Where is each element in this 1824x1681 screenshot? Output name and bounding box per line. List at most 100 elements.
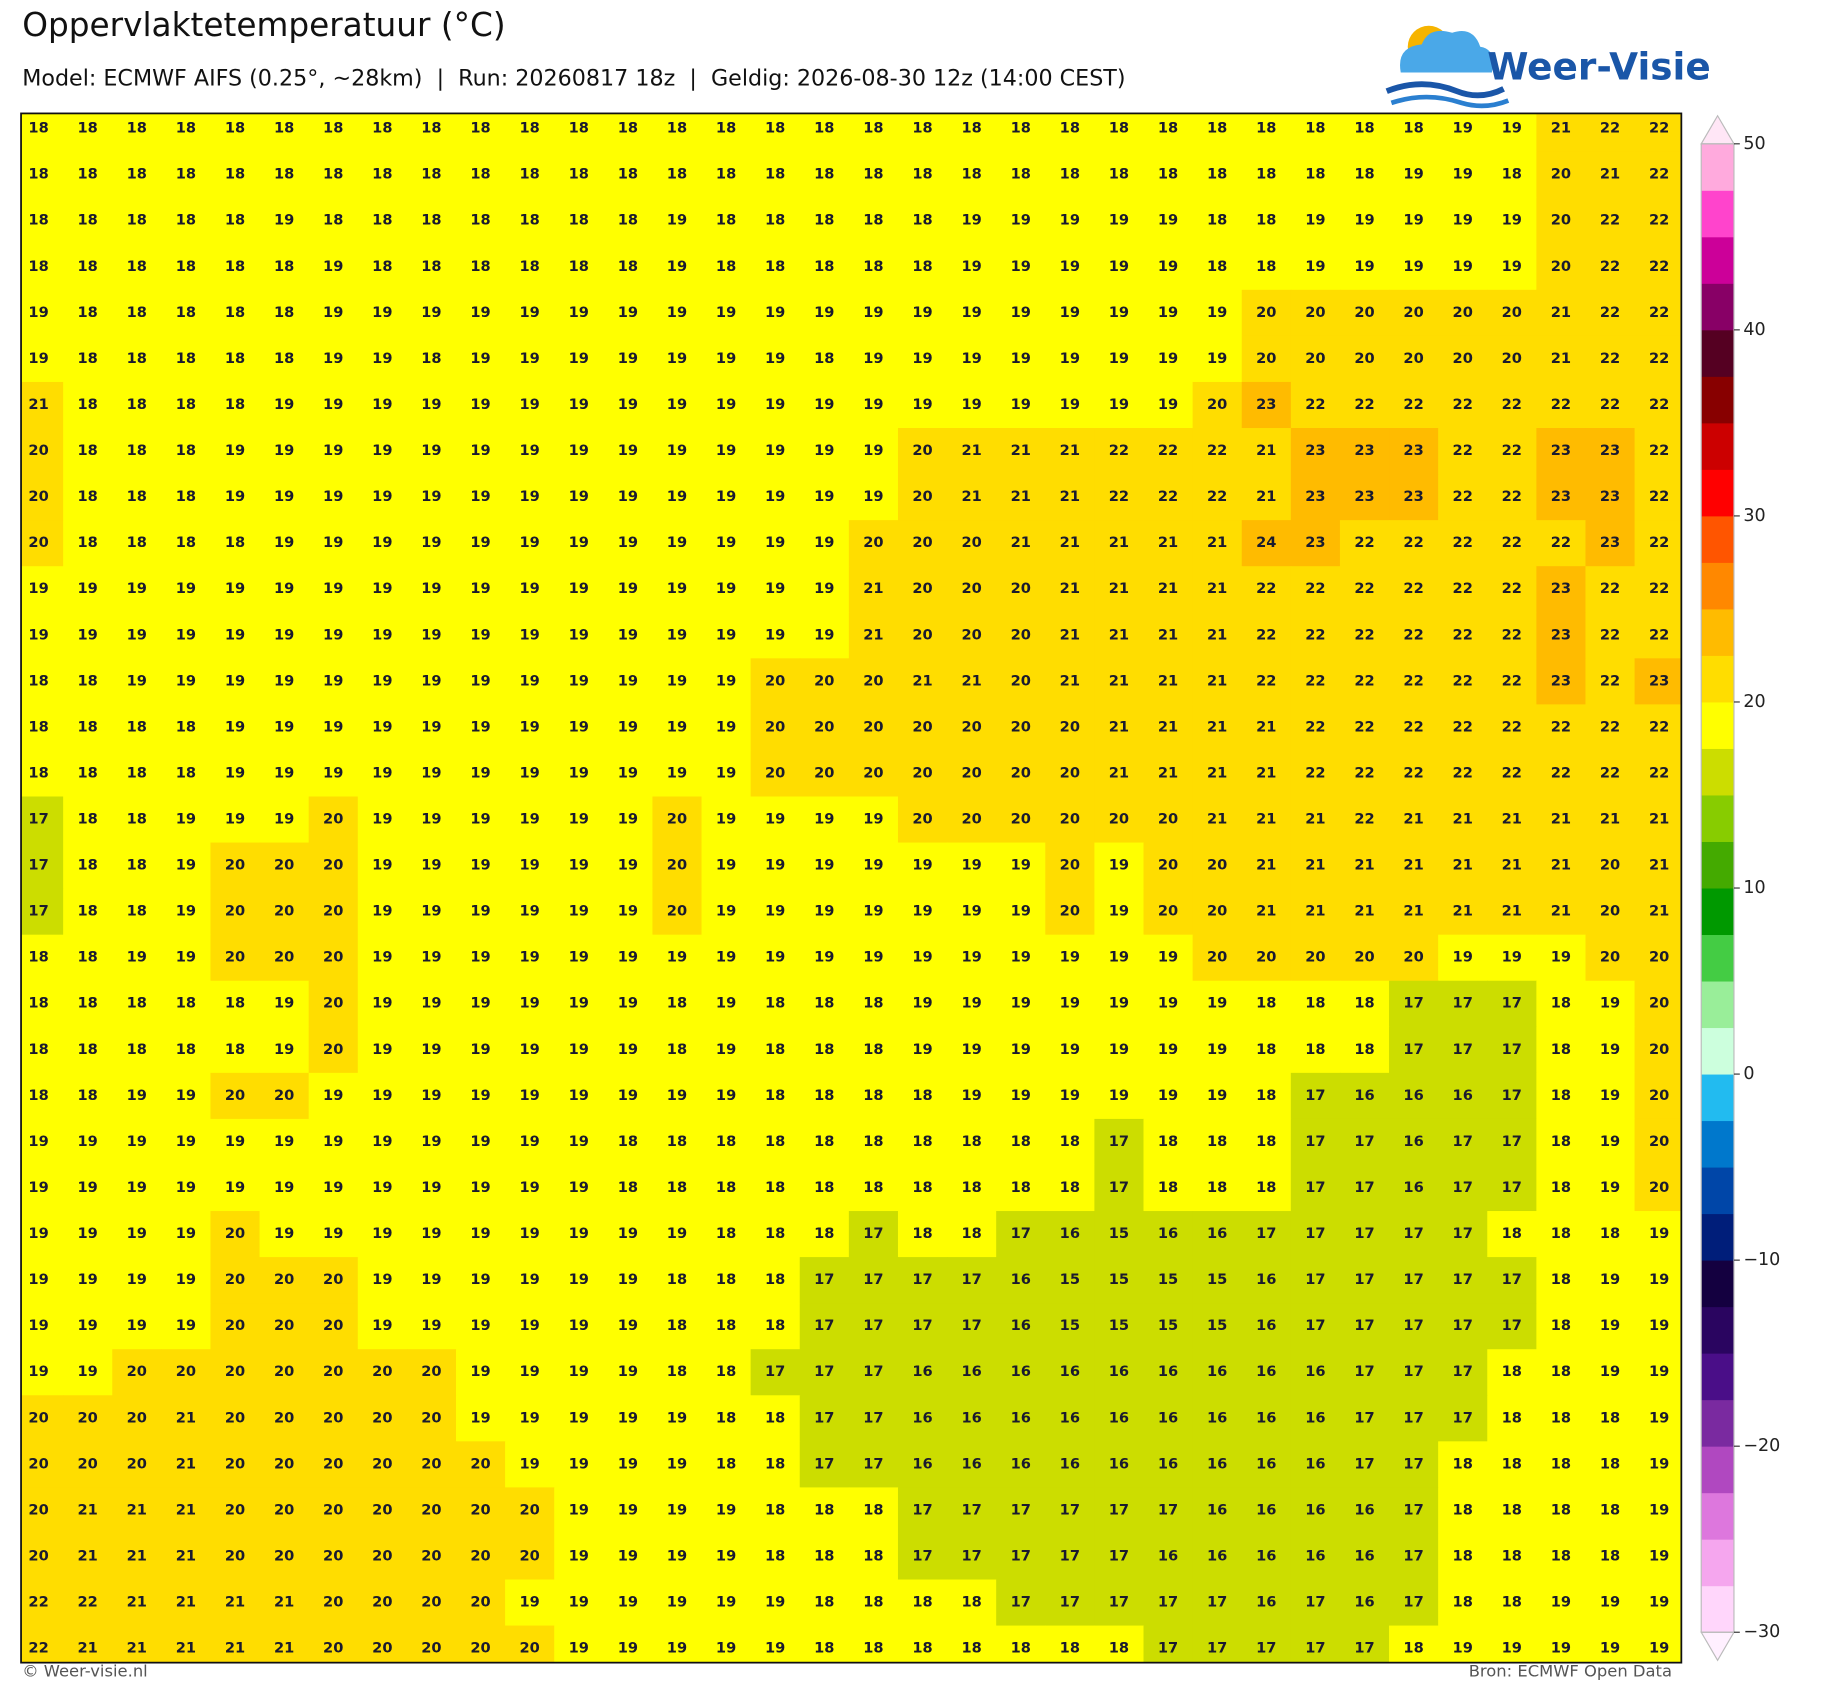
temperature-label: 19 (716, 995, 736, 1012)
temperature-label: 19 (1649, 1271, 1669, 1288)
temperature-cell (1585, 243, 1636, 291)
temperature-cell (701, 474, 752, 521)
temperature-label: 19 (519, 764, 539, 781)
temperature-cell (112, 1257, 162, 1304)
temperature-cell (21, 381, 64, 429)
temperature-label: 20 (176, 1363, 196, 1380)
temperature-label: 19 (28, 1179, 48, 1196)
temperature-label: 19 (1403, 212, 1423, 229)
temperature-label: 22 (1649, 120, 1669, 137)
temperature-label: 19 (1060, 258, 1080, 275)
temperature-cell (1143, 289, 1194, 337)
temperature-label: 18 (716, 1179, 736, 1196)
temperature-label: 16 (1207, 1225, 1227, 1242)
temperature-label: 16 (961, 1455, 981, 1472)
temperature-label: 19 (519, 304, 539, 321)
temperature-label: 19 (961, 903, 981, 920)
temperature-cell (1389, 1441, 1439, 1488)
temperature-label: 19 (618, 1271, 638, 1288)
temperature-cell (603, 243, 654, 291)
temperature-cell (799, 750, 850, 798)
temperature-label: 16 (1256, 1409, 1276, 1426)
temperature-cell (456, 1257, 506, 1304)
temperature-cell (1634, 1441, 1682, 1488)
temperature-label: 19 (372, 488, 392, 505)
temperature-label: 19 (814, 811, 834, 828)
temperature-cell (259, 658, 310, 705)
temperature-label: 19 (1453, 258, 1473, 275)
temperature-label: 17 (765, 1363, 785, 1380)
temperature-label: 19 (569, 1455, 589, 1472)
temperature-cell (308, 289, 359, 337)
temperature-label: 19 (127, 949, 147, 966)
temperature-label: 17 (1453, 995, 1473, 1012)
temperature-label: 20 (814, 672, 834, 689)
temperature-label: 18 (421, 350, 441, 367)
temperature-label: 18 (1502, 166, 1522, 183)
temperature-cell (210, 381, 261, 429)
temperature-label: 21 (1109, 580, 1129, 597)
temperature-label: 17 (863, 1225, 883, 1242)
temperature-cell (701, 1211, 752, 1258)
temperature-cell (112, 289, 162, 337)
temperature-cell (652, 934, 703, 982)
temperature-cell (505, 197, 555, 245)
temperature-cell (456, 1441, 506, 1488)
temperature-label: 18 (1354, 1041, 1374, 1058)
temperature-label: 19 (618, 857, 638, 874)
temperature-label: 19 (1305, 212, 1325, 229)
temperature-cell (1585, 980, 1636, 1028)
temperature-label: 19 (961, 1041, 981, 1058)
temperature-cell (1536, 566, 1587, 613)
temperature-label: 17 (1354, 1271, 1374, 1288)
temperature-label: 22 (1600, 120, 1620, 137)
temperature-label: 18 (912, 1179, 932, 1196)
temperature-label: 19 (519, 1317, 539, 1334)
temperature-label: 22 (1649, 442, 1669, 459)
temperature-label: 22 (1649, 580, 1669, 597)
temperature-cell (1389, 197, 1439, 245)
temperature-cell (357, 243, 408, 291)
temperature-label: 19 (28, 1271, 48, 1288)
temperature-label: 21 (1109, 718, 1129, 735)
temperature-label: 19 (569, 1363, 589, 1380)
temperature-cell (210, 842, 261, 890)
temperature-label: 19 (274, 442, 294, 459)
temperature-cell (406, 1395, 457, 1442)
temperature-label: 18 (1551, 1225, 1571, 1242)
temperature-label: 17 (1305, 1594, 1325, 1611)
temperature-cell (1192, 151, 1243, 199)
temperature-cell (21, 1441, 64, 1488)
temperature-cell (1487, 243, 1537, 291)
temperature-cell (357, 934, 408, 982)
temperature-cell (554, 113, 604, 153)
temperature-cell (1438, 612, 1488, 659)
temperature-label: 20 (28, 1455, 48, 1472)
temperature-cell (406, 474, 457, 521)
temperature-label: 18 (814, 350, 834, 367)
temperature-label: 22 (1502, 718, 1522, 735)
temperature-cell (897, 1164, 948, 1212)
temperature-cell (210, 428, 261, 475)
temperature-cell (112, 612, 162, 659)
temperature-cell (1192, 1257, 1243, 1304)
temperature-cell (308, 520, 359, 567)
temperature-cell (406, 520, 457, 567)
temperature-label: 20 (1207, 857, 1227, 874)
temperature-label: 20 (225, 1363, 245, 1380)
temperature-label: 19 (78, 1225, 98, 1242)
temperature-label: 18 (765, 258, 785, 275)
temperature-cell (1143, 1026, 1194, 1074)
temperature-label: 19 (765, 811, 785, 828)
temperature-label: 19 (667, 1409, 687, 1426)
temperature-label: 21 (127, 1501, 147, 1518)
temperature-label: 18 (667, 1363, 687, 1380)
temperature-label: 22 (1256, 626, 1276, 643)
temperature-cell (1143, 1303, 1194, 1350)
temperature-label: 18 (667, 995, 687, 1012)
temperature-field (21, 113, 1682, 1663)
temperature-cell (1536, 796, 1587, 844)
temperature-cell (1094, 1118, 1145, 1166)
temperature-cell (750, 1349, 801, 1396)
